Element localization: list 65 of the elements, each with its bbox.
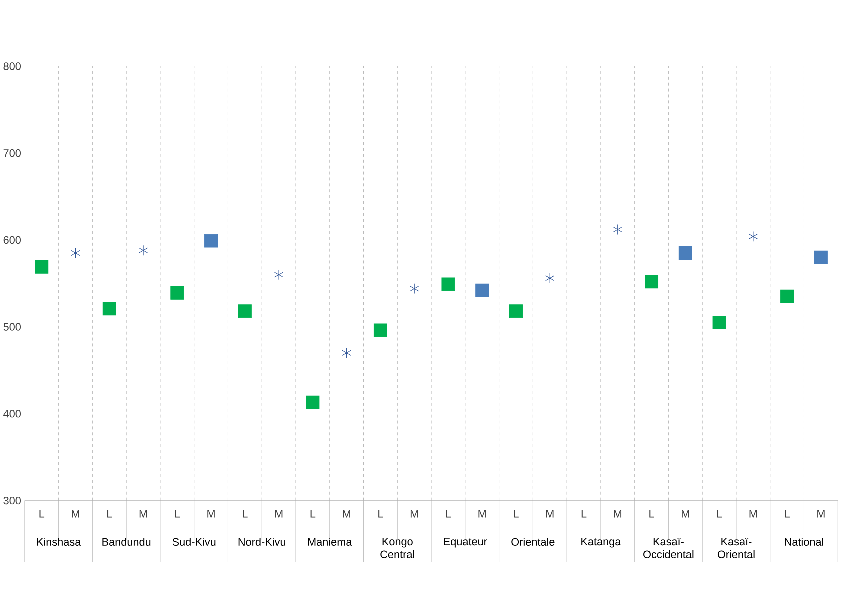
- x-tick-label: M: [546, 510, 554, 518]
- text: Bandundu: [102, 538, 151, 546]
- y-tick-label: 800: [4, 62, 21, 70]
- text: Kongo Central: [380, 538, 414, 558]
- x-tick-label: L: [175, 510, 180, 518]
- x-tick-label: L: [514, 510, 519, 518]
- x-tick-label: M: [275, 510, 283, 518]
- x-tick-label: L: [310, 510, 316, 518]
- point: [342, 348, 352, 358]
- y-tick-label: 400: [4, 410, 21, 418]
- x-tick-label: M: [140, 510, 148, 518]
- point: [748, 231, 758, 242]
- text: National: [785, 538, 824, 546]
- point: [274, 270, 284, 280]
- x-tick-label: M: [614, 510, 622, 518]
- text: Kinshasa: [37, 538, 82, 546]
- x-tick-label: M: [72, 510, 80, 518]
- x-tick-label: L: [40, 510, 45, 518]
- point: [204, 234, 218, 248]
- point: [102, 302, 116, 316]
- y-tick-label: 700: [4, 150, 21, 158]
- x-tick-label: L: [717, 510, 722, 518]
- x-tick-label: L: [108, 510, 112, 518]
- x-tick-label: M: [410, 510, 418, 518]
- text: Maniema: [308, 538, 352, 546]
- x-tick-label: L: [378, 510, 384, 518]
- point: [645, 275, 659, 289]
- text: Orientale: [512, 538, 555, 546]
- point: [780, 290, 794, 304]
- point: [238, 304, 252, 318]
- point: [306, 396, 320, 410]
- y-tick-label: 300: [4, 497, 21, 505]
- text: Nord-Kivu: [238, 538, 286, 546]
- point: [814, 250, 828, 264]
- point: [613, 224, 622, 236]
- x-tick-label: L: [243, 510, 248, 518]
- x-tick-label: M: [208, 510, 215, 518]
- point: [442, 278, 456, 292]
- text: Kasaï-Oriental: [718, 538, 755, 558]
- text: Equateur: [444, 538, 488, 548]
- x-tick-label: M: [478, 510, 486, 518]
- text: Kasaï-Occidental: [644, 538, 694, 558]
- x-tick-label: L: [446, 510, 452, 518]
- x-tick-label: L: [582, 510, 587, 518]
- point: [374, 324, 388, 338]
- x-tick-label: L: [785, 510, 790, 518]
- point: [138, 245, 148, 256]
- point: [35, 260, 49, 274]
- x-tick-label: M: [343, 510, 350, 518]
- text: Sud-Kivu: [172, 538, 216, 546]
- y-tick-label: 500: [4, 323, 21, 331]
- x-tick-label: L: [650, 510, 654, 518]
- x-tick-label: M: [682, 510, 690, 518]
- point: [546, 273, 555, 284]
- point: [476, 284, 490, 298]
- x-tick-label: M: [750, 510, 758, 518]
- point: [170, 286, 184, 300]
- point: [678, 246, 692, 260]
- point: [410, 284, 420, 294]
- y-tick-label: 600: [4, 236, 21, 244]
- x-tick-label: M: [818, 510, 825, 518]
- point: [71, 248, 80, 259]
- text: Katanga: [582, 538, 622, 548]
- point: [509, 304, 523, 318]
- point: [712, 316, 726, 330]
